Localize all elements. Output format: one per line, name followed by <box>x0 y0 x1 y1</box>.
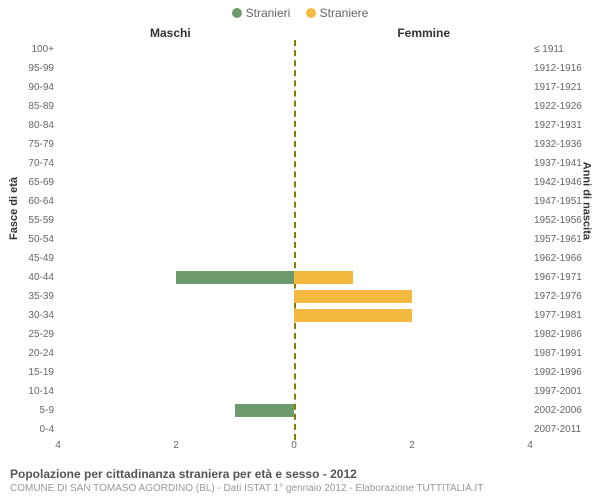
chart-row: 90-941917-1921 <box>58 78 530 97</box>
legend-label-female: Straniere <box>320 6 369 20</box>
birth-tick: 1962-1966 <box>530 249 582 268</box>
age-tick: 20-24 <box>28 344 58 363</box>
birth-tick: 1927-1931 <box>530 116 582 135</box>
birth-tick: 1967-1971 <box>530 268 582 287</box>
bar-male <box>235 404 294 417</box>
chart-row: 55-591952-1956 <box>58 211 530 230</box>
chart-title: Popolazione per cittadinanza straniera p… <box>10 467 590 481</box>
x-axis: 4 2 0 2 4 <box>58 440 530 454</box>
age-tick: 10-14 <box>28 382 58 401</box>
birth-tick: 1992-1996 <box>530 363 582 382</box>
chart-row: 30-341977-1981 <box>58 306 530 325</box>
chart-row: 45-491962-1966 <box>58 249 530 268</box>
age-tick: 30-34 <box>28 306 58 325</box>
birth-tick: 1937-1941 <box>530 154 582 173</box>
birth-tick: ≤ 1911 <box>530 40 564 59</box>
age-tick: 85-89 <box>28 97 58 116</box>
column-title-female: Femmine <box>397 26 450 40</box>
birth-tick: 1977-1981 <box>530 306 582 325</box>
birth-tick: 1947-1951 <box>530 192 582 211</box>
legend-label-male: Stranieri <box>246 6 291 20</box>
birth-tick: 1957-1961 <box>530 230 582 249</box>
y-axis-left-label: Fasce di età <box>8 177 20 240</box>
chart-row: 75-791932-1936 <box>58 135 530 154</box>
chart-row: 5-92002-2006 <box>58 401 530 420</box>
birth-tick: 1922-1926 <box>530 97 582 116</box>
chart-row: 15-191992-1996 <box>58 363 530 382</box>
age-tick: 15-19 <box>28 363 58 382</box>
chart-row: 0-42007-2011 <box>58 420 530 439</box>
age-tick: 5-9 <box>40 401 58 420</box>
x-tick: 2 <box>409 440 415 451</box>
birth-tick: 1972-1976 <box>530 287 582 306</box>
age-tick: 35-39 <box>28 287 58 306</box>
bar-female <box>294 290 412 303</box>
age-tick: 45-49 <box>28 249 58 268</box>
birth-tick: 1912-1916 <box>530 59 582 78</box>
chart-row: 40-441967-1971 <box>58 268 530 287</box>
age-tick: 55-59 <box>28 211 58 230</box>
birth-tick: 2007-2011 <box>530 420 581 439</box>
chart-row: 100+≤ 1911 <box>58 40 530 59</box>
birth-tick: 1932-1936 <box>530 135 582 154</box>
birth-tick: 1982-1986 <box>530 325 582 344</box>
legend-item-male: Stranieri <box>232 6 291 20</box>
age-tick: 40-44 <box>28 268 58 287</box>
age-tick: 0-4 <box>40 420 58 439</box>
age-tick: 25-29 <box>28 325 58 344</box>
chart-footer: Popolazione per cittadinanza straniera p… <box>10 467 590 494</box>
age-tick: 60-64 <box>28 192 58 211</box>
legend-dot-female <box>306 8 316 18</box>
chart-row: 80-841927-1931 <box>58 116 530 135</box>
x-tick: 2 <box>173 440 179 451</box>
age-tick: 100+ <box>31 40 58 59</box>
bar-female <box>294 309 412 322</box>
chart-row: 10-141997-2001 <box>58 382 530 401</box>
chart-row: 60-641947-1951 <box>58 192 530 211</box>
legend-dot-male <box>232 8 242 18</box>
birth-tick: 1952-1956 <box>530 211 582 230</box>
bar-male <box>176 271 294 284</box>
age-tick: 65-69 <box>28 173 58 192</box>
chart-row: 25-291982-1986 <box>58 325 530 344</box>
legend: Stranieri Straniere <box>0 6 600 21</box>
chart-row: 95-991912-1916 <box>58 59 530 78</box>
birth-tick: 1942-1946 <box>530 173 582 192</box>
age-tick: 75-79 <box>28 135 58 154</box>
birth-tick: 1987-1991 <box>530 344 582 363</box>
plot-area: 100+≤ 191195-991912-191690-941917-192185… <box>58 40 530 440</box>
age-tick: 90-94 <box>28 78 58 97</box>
column-title-male: Maschi <box>150 26 191 40</box>
chart-row: 35-391972-1976 <box>58 287 530 306</box>
birth-tick: 2002-2006 <box>530 401 582 420</box>
chart-row: 50-541957-1961 <box>58 230 530 249</box>
age-tick: 50-54 <box>28 230 58 249</box>
chart-row: 85-891922-1926 <box>58 97 530 116</box>
chart-subtitle: COMUNE DI SAN TOMASO AGORDINO (BL) - Dat… <box>10 483 590 494</box>
x-tick: 4 <box>55 440 61 451</box>
x-tick: 4 <box>527 440 533 451</box>
x-tick: 0 <box>291 440 297 451</box>
legend-item-female: Straniere <box>306 6 369 20</box>
chart-row: 70-741937-1941 <box>58 154 530 173</box>
age-tick: 80-84 <box>28 116 58 135</box>
pyramid-chart: Stranieri Straniere Maschi Femmine Fasce… <box>0 0 600 500</box>
birth-tick: 1997-2001 <box>530 382 582 401</box>
age-tick: 70-74 <box>28 154 58 173</box>
age-tick: 95-99 <box>28 59 58 78</box>
birth-tick: 1917-1921 <box>530 78 582 97</box>
bar-female <box>294 271 353 284</box>
chart-row: 20-241987-1991 <box>58 344 530 363</box>
chart-row: 65-691942-1946 <box>58 173 530 192</box>
